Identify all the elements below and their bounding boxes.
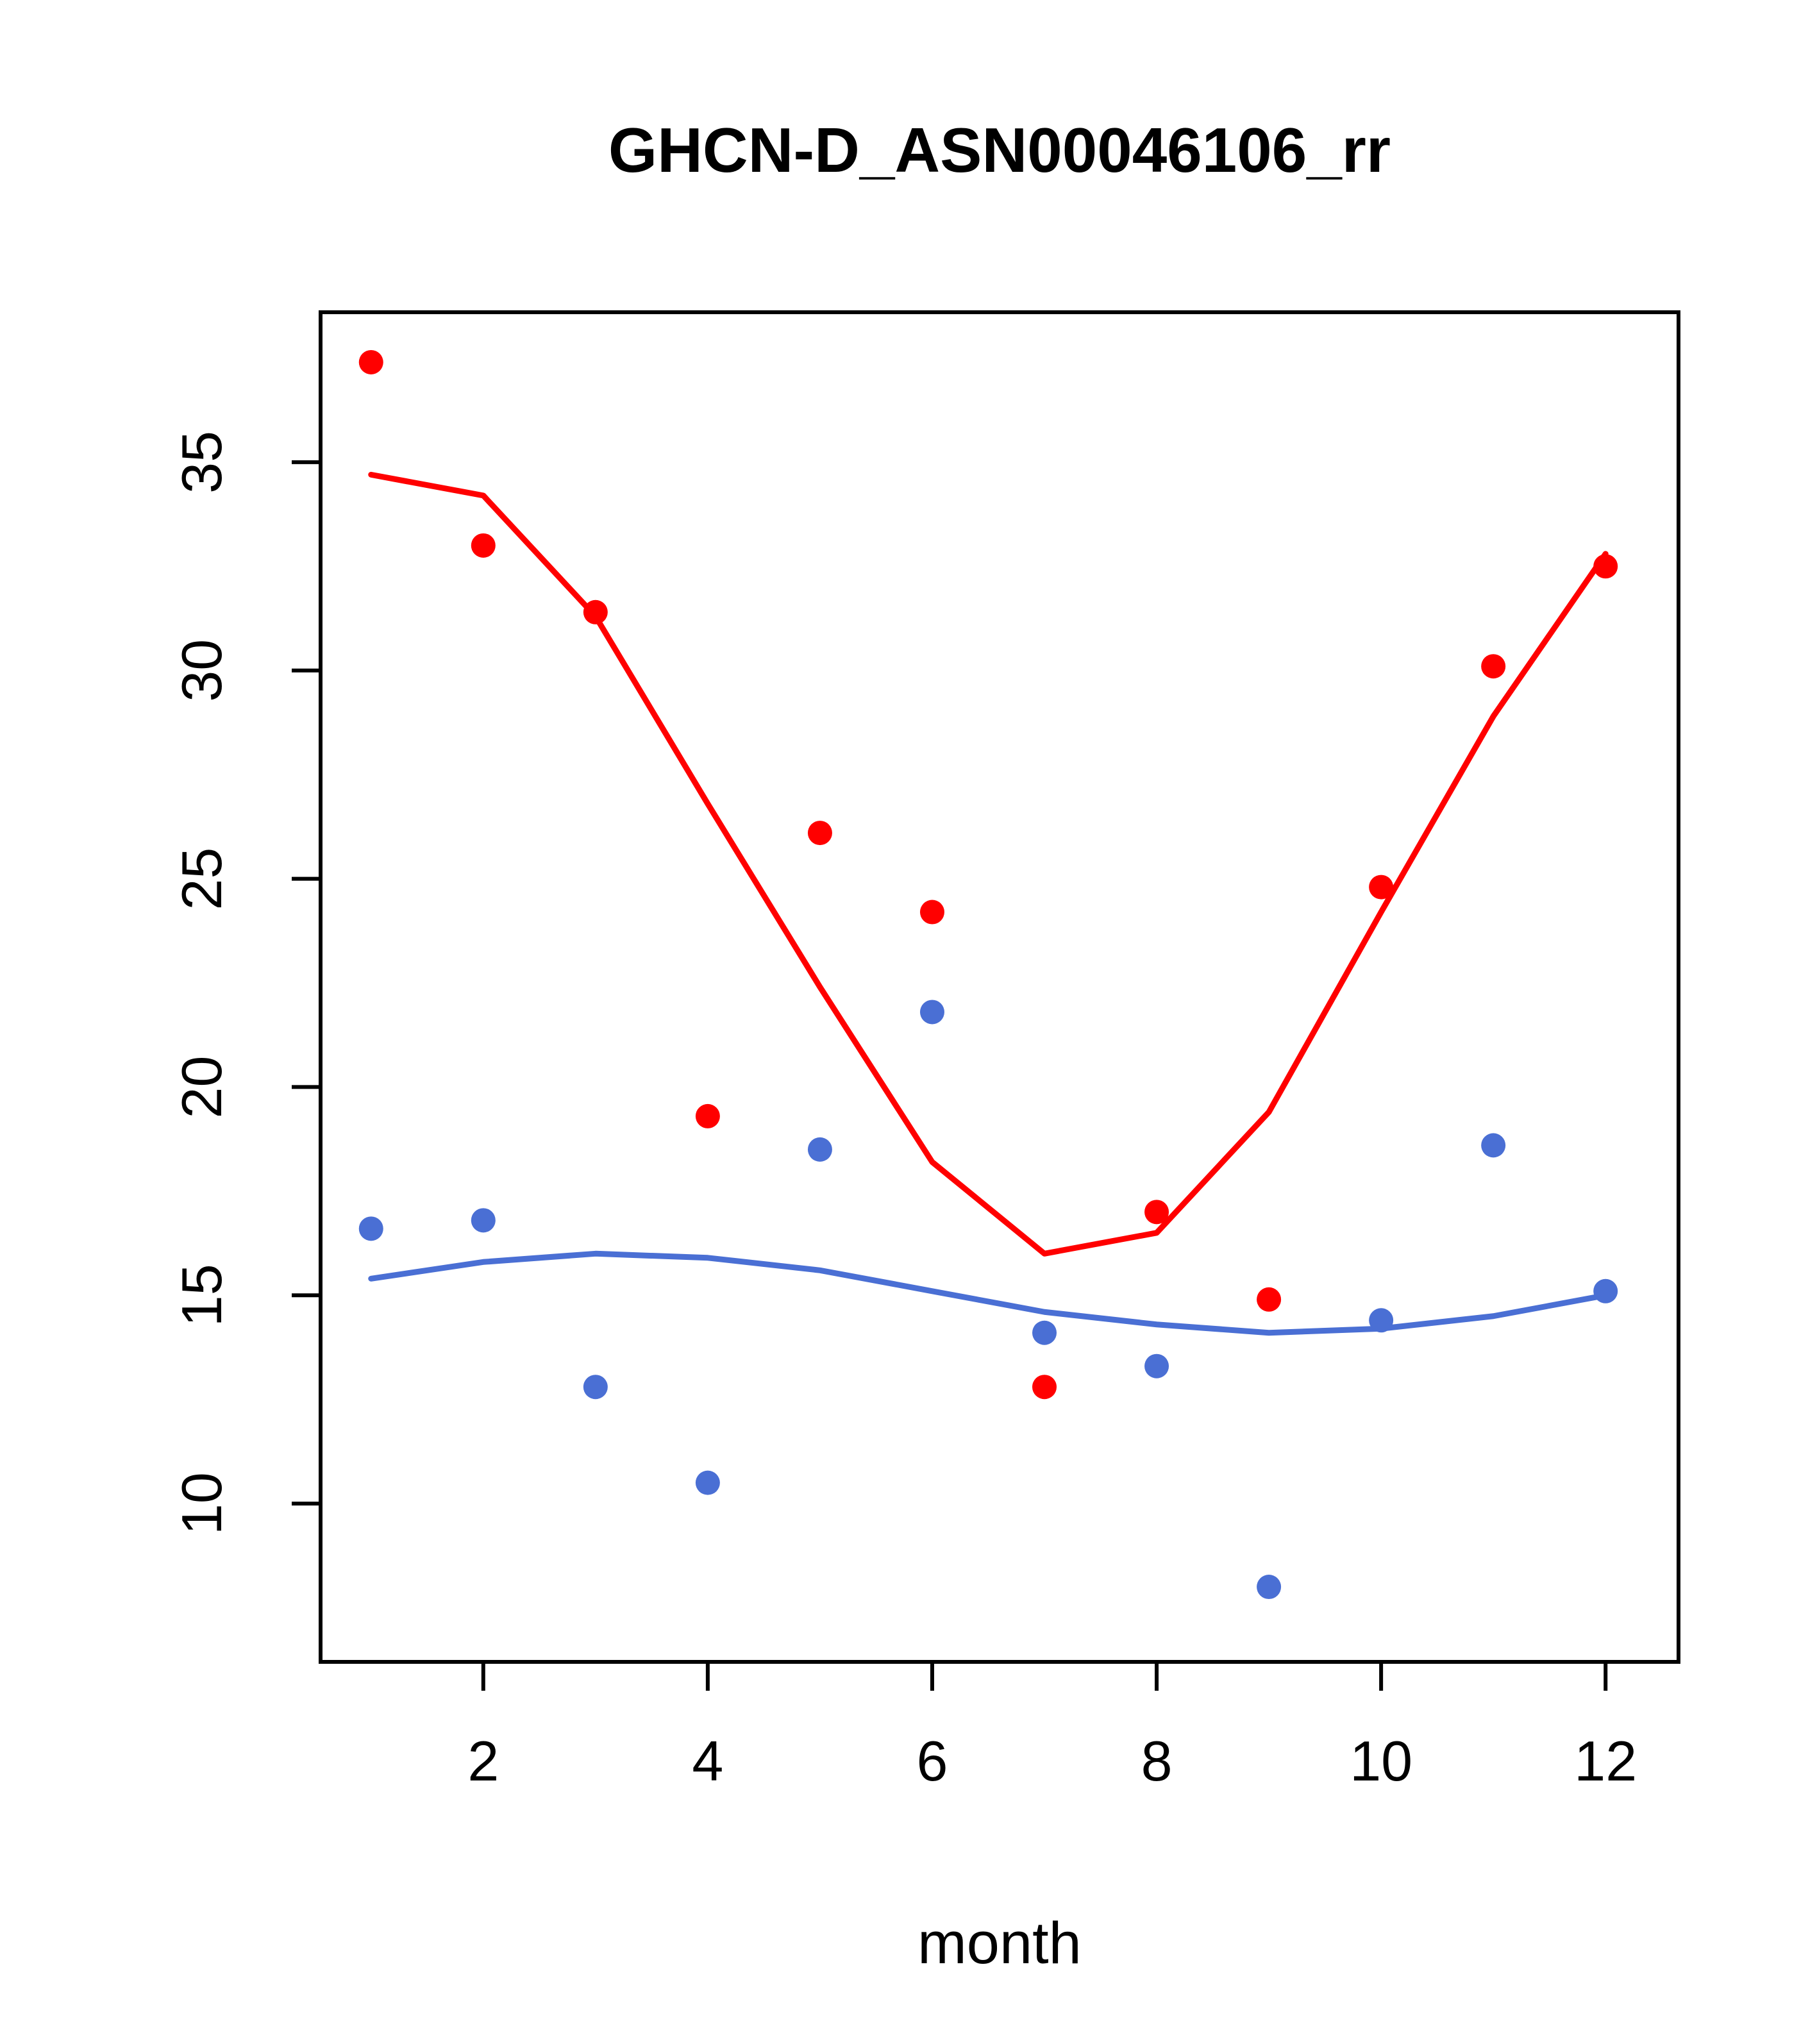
blue-scatter-point <box>1593 1278 1618 1303</box>
y-tick-label: 25 <box>170 848 233 910</box>
blue-scatter-point <box>1481 1133 1506 1158</box>
y-tick-label: 30 <box>170 639 233 702</box>
red-scatter-point <box>1144 1200 1169 1225</box>
blue-scatter-point <box>1369 1308 1394 1333</box>
red-scatter-point <box>1257 1287 1282 1312</box>
x-tick-label: 12 <box>1574 1729 1637 1793</box>
blue-scatter-point <box>471 1208 496 1233</box>
y-tick-label: 35 <box>170 431 233 494</box>
x-tick-label: 2 <box>467 1729 499 1793</box>
x-tick-label: 6 <box>916 1729 948 1793</box>
red-scatter-point <box>1481 654 1506 679</box>
red-scatter-point <box>358 349 383 374</box>
plot-box <box>319 310 1680 1664</box>
x-axis-label: month <box>917 1911 1082 1976</box>
red-scatter-point <box>807 821 832 846</box>
y-tick-label: 10 <box>170 1472 233 1535</box>
x-tick-label: 8 <box>1141 1729 1173 1793</box>
blue-scatter-point <box>358 1216 383 1241</box>
blue-scatter-point <box>583 1375 608 1400</box>
blue-scatter-point <box>919 1000 944 1025</box>
red-scatter-point <box>695 1103 720 1128</box>
red-scatter-point <box>583 599 608 624</box>
red-scatter-point <box>1369 875 1394 900</box>
x-tick-label: 4 <box>692 1729 723 1793</box>
red-smooth-line <box>368 471 1609 1257</box>
red-scatter-point <box>471 533 496 558</box>
blue-scatter-point <box>1257 1575 1282 1600</box>
red-scatter-point <box>1032 1375 1057 1400</box>
y-tick-label: 15 <box>170 1264 233 1327</box>
x-tick-label: 10 <box>1350 1729 1412 1793</box>
chart-title: GHCN-D_ASN00046106_rr <box>608 115 1391 185</box>
blue-scatter-point <box>695 1470 720 1495</box>
blue-scatter-point <box>1144 1353 1169 1378</box>
blue-scatter-point <box>807 1137 832 1162</box>
red-scatter-point <box>1593 554 1618 579</box>
blue-smooth-line <box>368 1250 1609 1336</box>
red-scatter-point <box>919 900 944 925</box>
blue-scatter-point <box>1032 1320 1057 1345</box>
y-tick-label: 20 <box>170 1055 233 1118</box>
